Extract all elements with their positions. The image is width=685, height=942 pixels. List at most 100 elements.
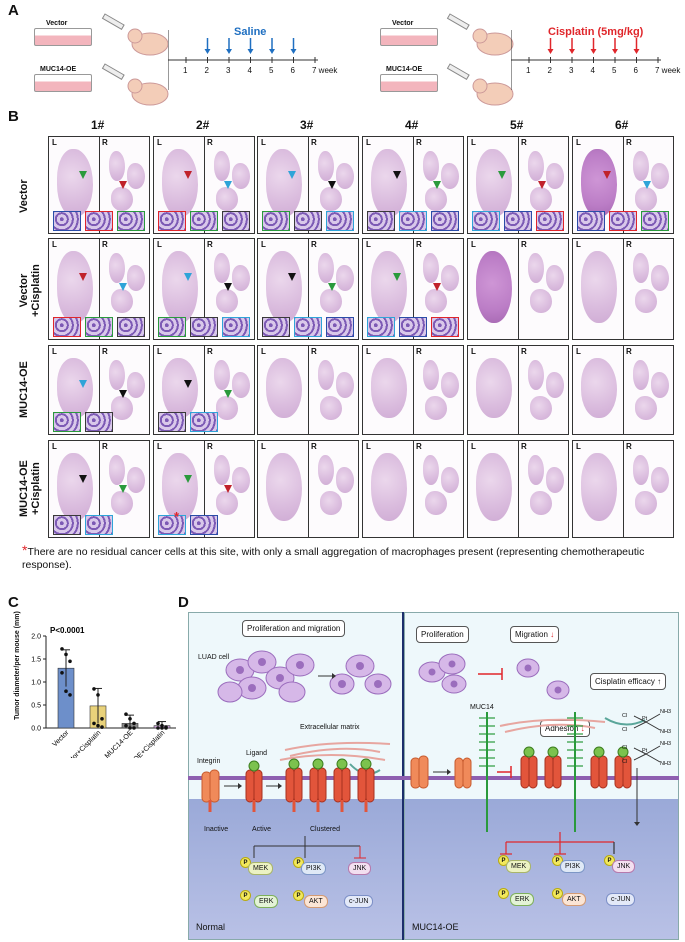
- lobe-divider: [518, 239, 519, 339]
- chem-label: Cl: [622, 713, 627, 719]
- lobe-divider: [308, 441, 309, 537]
- chem-label: Cl: [622, 759, 627, 765]
- lung-tissue: [581, 453, 617, 521]
- node-cjun: c-JUN: [606, 893, 636, 906]
- lobe-divider: [623, 137, 624, 233]
- injection-arrowhead: [269, 49, 275, 54]
- y-tick-label: 0.0: [31, 726, 41, 733]
- lung-tissue: [530, 396, 552, 420]
- right-lobe-label: R: [207, 347, 213, 356]
- timeline-left: [168, 30, 318, 90]
- y-tick-label: 1.5: [31, 657, 41, 664]
- magnified-inset: [367, 317, 395, 337]
- right-lobe-label: R: [311, 442, 317, 451]
- lung-tissue: [162, 358, 198, 418]
- lung-tissue: [423, 455, 439, 485]
- lung-tissue: [546, 372, 564, 398]
- lung-tissue: [441, 467, 459, 493]
- injection-arrowhead: [247, 49, 254, 54]
- lung-tissue: [318, 360, 334, 390]
- magnified-inset: [53, 515, 81, 535]
- lung-tissue: [127, 372, 145, 398]
- lung-tissue: [266, 149, 302, 217]
- magnified-inset: [504, 211, 532, 231]
- data-point: [160, 726, 164, 730]
- node-pi3k: PI3K: [301, 862, 327, 875]
- right-lobe-label: R: [311, 347, 317, 356]
- left-lobe-label: L: [157, 240, 162, 249]
- left-lobe-label: L: [261, 240, 266, 249]
- left-lobe-label: L: [576, 240, 581, 249]
- right-lobe-label: R: [416, 240, 422, 249]
- left-lobe-label: L: [366, 240, 371, 249]
- magnified-inset: [326, 317, 354, 337]
- data-point: [60, 647, 64, 651]
- lobe-divider: [413, 239, 414, 339]
- lung-tissue: [441, 163, 459, 189]
- muc14-corner-label: MUC14-OE: [412, 922, 459, 932]
- tumor-arrowhead-icon: [119, 181, 127, 189]
- lung-tissue: [651, 467, 669, 493]
- injection-arrowhead: [569, 49, 575, 54]
- injection-arrowhead: [633, 49, 640, 54]
- lung-tissue: [441, 372, 459, 398]
- injection-arrowhead: [226, 49, 232, 54]
- node-cjun: c-JUN: [344, 895, 374, 908]
- right-lobe-label: R: [521, 240, 527, 249]
- magnified-inset: [431, 317, 459, 337]
- chem-label: NH3: [660, 761, 671, 767]
- lung-tissue: [546, 467, 564, 493]
- macrophage-star-icon: *: [174, 509, 180, 524]
- lung-tissue: [528, 151, 544, 181]
- data-point: [100, 725, 104, 729]
- integrin-diagram: [201, 741, 391, 812]
- tumor-arrowhead-icon: [288, 273, 296, 281]
- lung-tissue: [651, 372, 669, 398]
- node-mek: MEK: [506, 860, 532, 873]
- magnified-inset: [222, 317, 250, 337]
- timeline-tick-label: 5: [612, 66, 617, 75]
- right-lobe-label: R: [626, 240, 632, 249]
- magnified-inset: [294, 317, 322, 337]
- petri-dish-icon: [34, 74, 92, 92]
- chem-label: NH3: [660, 709, 671, 715]
- tumor-arrowhead-icon: [119, 283, 127, 291]
- right-lobe-label: R: [102, 240, 108, 249]
- lung-tissue: [581, 149, 617, 217]
- lung-tissue: [476, 453, 512, 521]
- lung-tissue: [635, 187, 657, 211]
- lobe-divider: [623, 346, 624, 434]
- tumor-arrowhead-icon: [603, 171, 611, 179]
- tumor-arrowhead-icon: [184, 380, 192, 388]
- right-lobe-label: R: [311, 138, 317, 147]
- chem-label: Cl: [622, 727, 627, 733]
- chart-y-label: Tumor diameter/per mouse (mm): [14, 611, 21, 720]
- petri-dish-icon: [380, 28, 438, 46]
- treatment-label-cisplatin: Cisplatin (5mg/kg): [548, 26, 644, 38]
- magnified-inset: [53, 211, 81, 231]
- data-point: [156, 726, 160, 730]
- right-lobe-label: R: [102, 442, 108, 451]
- left-lobe-label: L: [471, 138, 476, 147]
- magnified-inset: [117, 211, 145, 231]
- lung-tissue: [530, 187, 552, 211]
- timeline-tick-label: 2: [204, 66, 209, 75]
- magnified-inset: [85, 211, 113, 231]
- p-value-annotation: P<0.0001: [50, 626, 85, 635]
- lobe-divider: [518, 346, 519, 434]
- integrin-label: Integrin: [197, 758, 221, 765]
- magnified-inset: [326, 211, 354, 231]
- lung-tissue: [651, 163, 669, 189]
- magnified-inset: [367, 211, 395, 231]
- magnified-inset: [472, 211, 500, 231]
- phospho-icon: P: [552, 888, 563, 899]
